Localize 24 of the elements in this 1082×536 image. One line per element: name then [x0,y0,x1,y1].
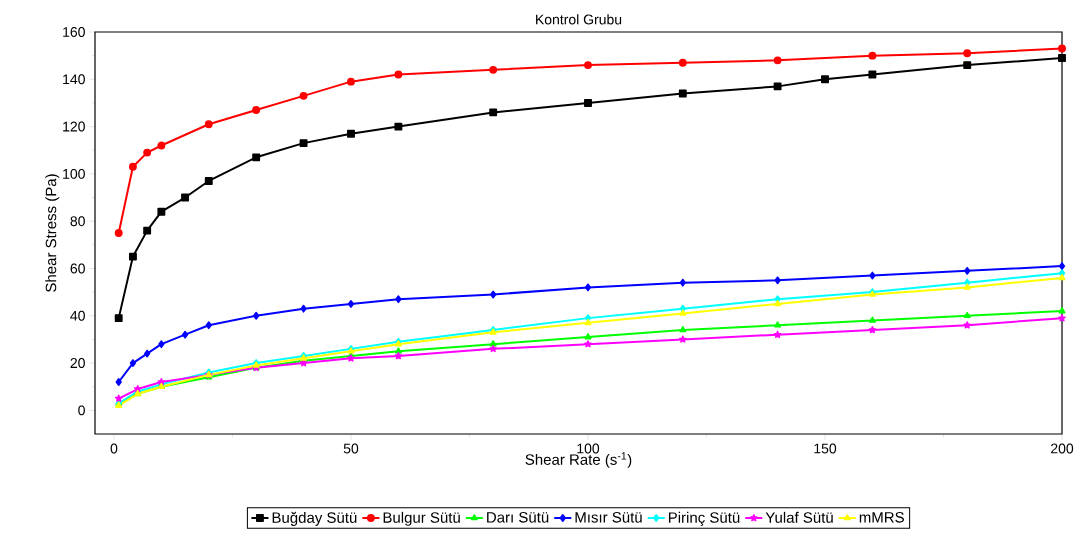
y-tick-label: 100 [63,168,85,179]
y-axis-title: Shear Stress (Pa) [45,174,60,292]
legend-label: Darı Sütü [487,512,549,523]
x-tick-label: 150 [814,443,837,454]
x-tick-label: 200 [1051,443,1074,454]
y-tick-label: 20 [70,358,85,369]
y-tick-label: 0 [78,405,85,416]
legend-label: mMRS [859,512,904,523]
y-tick-label: 160 [63,27,85,37]
legend-label: Pirinç Sütü [668,511,740,526]
y-tick-label: 120 [63,121,85,132]
y-tick-label: 40 [70,310,85,321]
y-tick-label: 140 [63,74,85,85]
x-axis-title: Shear Rate (s$^{-1}$) [525,452,632,468]
legend-label: Bulgur Sütü [383,511,460,526]
y-tick-label: 60 [70,263,85,274]
legend-label: Buğday Sütü [272,511,357,526]
x-tick-label: 50 [343,443,359,454]
chart-title: Kontrol Grubu [536,14,622,25]
y-tick-label: 80 [70,216,85,227]
legend-label: Yulaf Sütü [765,511,833,523]
x-tick-label: 0 [110,443,118,454]
x-tick-label: 100 [577,443,600,454]
legend-label: Mısır Sütü [575,512,642,523]
